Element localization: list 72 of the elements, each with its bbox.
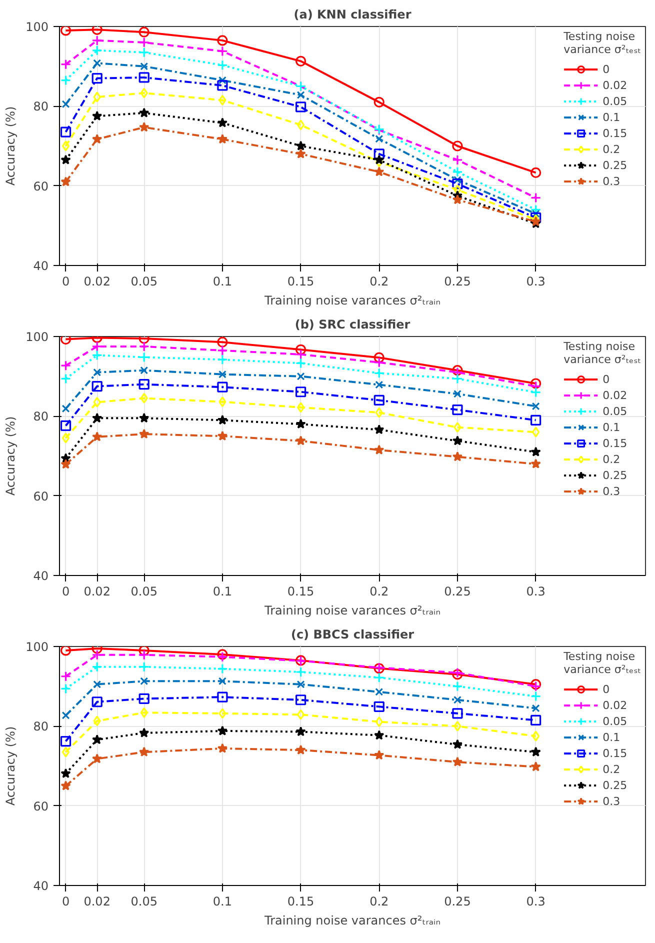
x-tick-label: 0.1 <box>212 894 232 908</box>
x-tick-label: 0 <box>62 274 70 288</box>
legend-label: 0.2 <box>602 142 622 156</box>
x-tick-label: 0 <box>62 894 70 908</box>
y-tick-label: 100 <box>26 330 48 344</box>
x-tick-label: 0.25 <box>444 274 471 288</box>
y-tick-label: 80 <box>33 720 49 734</box>
x-axis-title: Training noise varances σ²ₜᵣₐᵢₙ <box>264 294 441 308</box>
y-tick-label: 80 <box>33 410 49 424</box>
legend-label: 0.25 <box>602 778 628 792</box>
legend-label: 0 <box>602 372 611 386</box>
legend-label: 0.25 <box>602 158 628 172</box>
legend-label: 0.2 <box>602 452 622 466</box>
legend-label: 0.05 <box>602 404 628 418</box>
legend-label: 0.1 <box>602 110 622 124</box>
legend-title: Testing noise variance σ²ₜₑₛₜ <box>564 30 641 56</box>
legend-label: 0.15 <box>602 436 628 450</box>
legend-label: 0.3 <box>602 794 622 808</box>
x-tick-label: 0.1 <box>212 584 232 598</box>
x-tick-label: 0.25 <box>444 894 471 908</box>
legend-label: 0 <box>602 682 611 696</box>
x-tick-label: 0.05 <box>130 584 158 598</box>
y-tick-label: 60 <box>33 179 49 194</box>
legend-label: 0.05 <box>602 94 628 108</box>
y-tick-label: 100 <box>26 640 48 654</box>
legend-label: 0.3 <box>602 484 622 498</box>
x-tick-label: 0.3 <box>526 274 546 288</box>
x-tick-label: 0 <box>62 584 70 598</box>
legend-title: Testing noise variance σ²ₜₑₛₜ <box>564 340 641 366</box>
y-tick-label: 60 <box>33 489 49 504</box>
legend-label: 0.1 <box>602 730 622 744</box>
x-tick-label: 0.25 <box>444 584 471 598</box>
chart-title: (c) BBCS classifier <box>290 628 414 642</box>
y-axis-title: Accuracy (%) <box>4 726 18 806</box>
y-tick-label: 40 <box>33 259 49 273</box>
y-tick-label: 80 <box>33 100 49 114</box>
x-tick-label: 0.02 <box>84 584 110 598</box>
x-tick-label: 0.2 <box>370 274 389 288</box>
x-tick-label: 0.05 <box>130 894 158 908</box>
x-tick-label: 0.02 <box>84 894 110 908</box>
y-tick-label: 40 <box>33 879 49 893</box>
y-tick-label: 60 <box>33 799 49 814</box>
x-tick-label: 0.15 <box>287 274 314 288</box>
legend-label: 0.05 <box>602 714 628 728</box>
x-axis-title: Training noise varances σ²ₜᵣₐᵢₙ <box>264 914 441 928</box>
x-tick-label: 0.15 <box>287 894 314 908</box>
x-tick-label: 0.2 <box>370 584 389 598</box>
legend-label: 0.2 <box>602 762 622 776</box>
legend-label: 0.15 <box>602 746 628 760</box>
x-tick-label: 0.05 <box>130 274 158 288</box>
x-tick-label: 0.02 <box>84 274 110 288</box>
legend-label: 0 <box>602 62 611 76</box>
legend-label: 0.25 <box>602 468 628 482</box>
legend-title: Testing noise variance σ²ₜₑₛₜ <box>564 650 641 676</box>
chart-title: (b) SRC classifier <box>294 318 410 332</box>
y-axis-title: Accuracy (%) <box>4 416 18 496</box>
x-tick-label: 0.1 <box>212 274 232 288</box>
x-tick-label: 0.15 <box>287 584 314 598</box>
legend-label: 0.02 <box>602 78 628 92</box>
x-axis-title: Training noise varances σ²ₜᵣₐᵢₙ <box>264 604 441 618</box>
chart-title: (a) KNN classifier <box>294 8 412 22</box>
x-tick-label: 0.3 <box>526 584 546 598</box>
x-tick-label: 0.3 <box>526 894 546 908</box>
y-axis-title: Accuracy (%) <box>4 106 18 186</box>
x-tick-label: 0.2 <box>370 894 389 908</box>
legend-label: 0.02 <box>602 388 628 402</box>
y-tick-label: 100 <box>26 20 48 34</box>
legend-label: 0.02 <box>602 698 628 712</box>
legend-label: 0.1 <box>602 420 622 434</box>
y-tick-label: 40 <box>33 569 49 583</box>
legend-label: 0.15 <box>602 126 628 140</box>
legend-label: 0.3 <box>602 174 622 188</box>
